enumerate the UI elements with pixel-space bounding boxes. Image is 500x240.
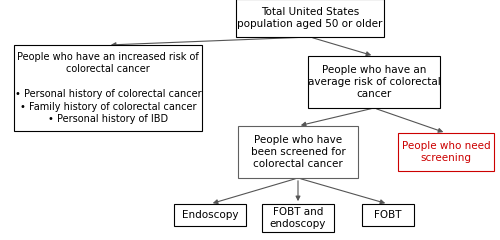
Text: Total United States
population aged 50 or older: Total United States population aged 50 o…	[238, 7, 382, 29]
Text: People who have an
average risk of colorectal
cancer: People who have an average risk of color…	[308, 65, 440, 99]
FancyBboxPatch shape	[398, 133, 494, 171]
FancyBboxPatch shape	[238, 126, 358, 178]
FancyBboxPatch shape	[262, 204, 334, 232]
Text: People who have an increased risk of
colorectal cancer

• Personal history of co: People who have an increased risk of col…	[14, 52, 202, 124]
Text: FOBT: FOBT	[374, 210, 402, 220]
Text: People who have
been screened for
colorectal cancer: People who have been screened for colore…	[250, 135, 346, 169]
Text: Endoscopy: Endoscopy	[182, 210, 238, 220]
Text: People who need
screening: People who need screening	[402, 141, 490, 163]
FancyBboxPatch shape	[236, 0, 384, 37]
FancyBboxPatch shape	[362, 204, 414, 226]
Text: FOBT and
endoscopy: FOBT and endoscopy	[270, 207, 326, 229]
FancyBboxPatch shape	[14, 45, 202, 131]
FancyBboxPatch shape	[174, 204, 246, 226]
FancyBboxPatch shape	[308, 56, 440, 108]
